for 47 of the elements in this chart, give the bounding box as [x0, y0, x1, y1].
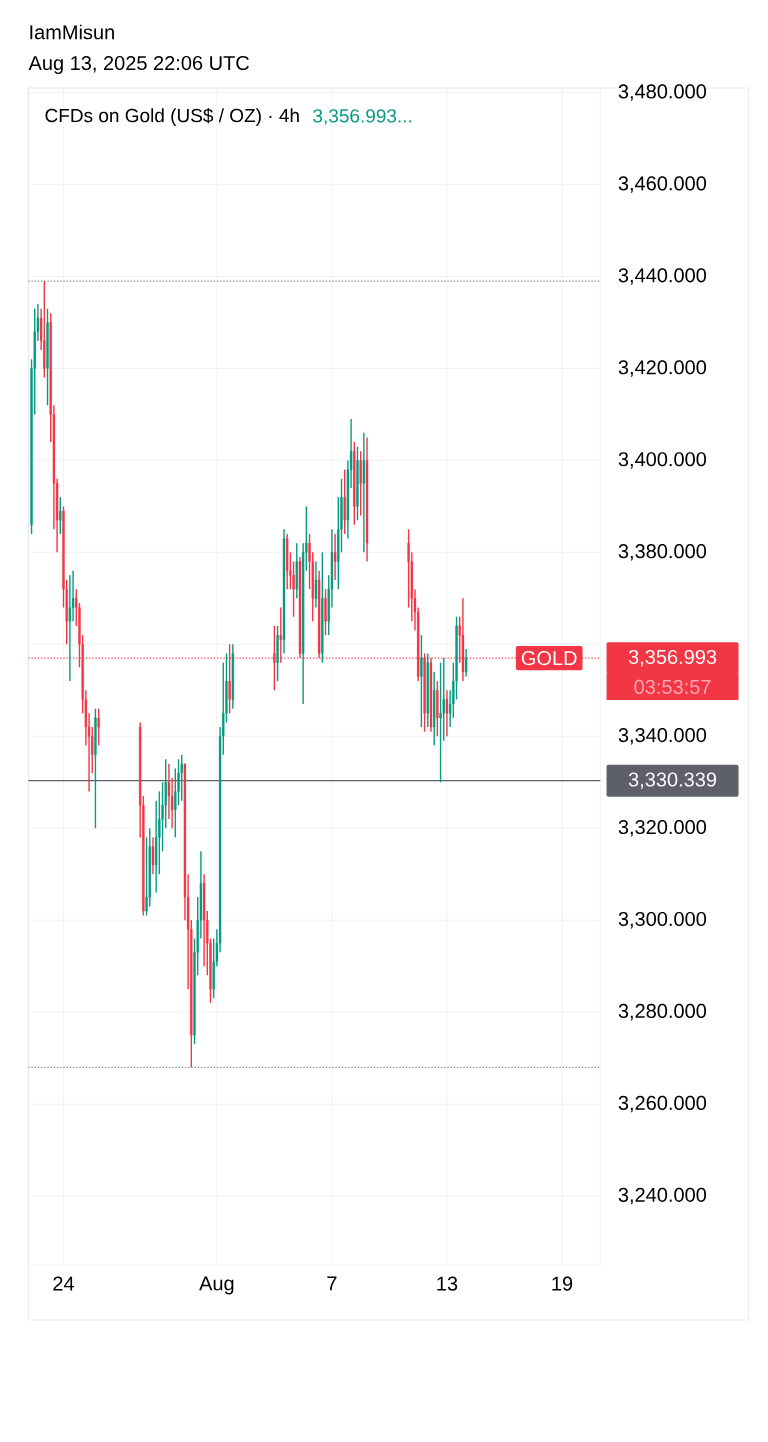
y-tick-label: 3,240.000 — [618, 1187, 706, 1205]
x-tick-label: 24 — [53, 1276, 74, 1291]
y-tick-label: 3,260.000 — [618, 1095, 706, 1113]
y-tick-label: 3,420.000 — [618, 360, 706, 377]
y-tick-label: 3,480.000 — [618, 84, 706, 101]
candlestick — [295, 542, 298, 600]
candlestick — [314, 560, 317, 609]
candlestick — [343, 468, 346, 535]
text: CFDs on Gold (US$ / OZ) · 4h — [45, 108, 299, 126]
annotation: GOLD — [521, 651, 577, 666]
candlestick — [445, 689, 448, 737]
candlestick — [464, 648, 468, 678]
candlestick — [228, 643, 231, 714]
candlestick — [279, 606, 282, 664]
candlestick — [58, 496, 62, 535]
y-tick-label: 3,460.000 — [618, 176, 706, 193]
candlestick — [333, 533, 337, 581]
x-tick-label: 7 — [327, 1276, 337, 1291]
candlestick — [180, 753, 183, 802]
text: 3,356.993... — [313, 109, 411, 125]
x-tick-label: 19 — [552, 1276, 573, 1291]
candlestick — [68, 574, 71, 682]
candlestick — [151, 836, 154, 875]
x-tick-label: Aug — [198, 1276, 234, 1295]
candlestick — [46, 307, 49, 406]
text: 03:53:57 — [634, 679, 711, 695]
y-tick-label: 3,320.000 — [618, 819, 706, 837]
candlestick — [276, 625, 279, 682]
text: IamMisun — [30, 24, 114, 40]
y-tick-label: 3,380.000 — [618, 544, 706, 561]
text: Aug 13, 2025 22:06 UTC — [28, 55, 249, 75]
candlestick — [359, 450, 362, 517]
candlestick — [362, 432, 365, 554]
ref-line-label: 3,330.339 — [628, 772, 716, 789]
y-tick-label: 3,440.000 — [618, 268, 706, 285]
candlestick — [97, 707, 100, 747]
ref-line-label: 3,356.993 — [628, 649, 716, 667]
y-tick-label: 3,400.000 — [618, 452, 706, 469]
y-tick-label: 3,280.000 — [618, 1003, 706, 1021]
candlestick — [420, 634, 423, 728]
candlestick — [439, 662, 442, 783]
candlestick — [423, 652, 426, 733]
x-tick-label: 13 — [437, 1276, 458, 1291]
y-tick-label: 3,340.000 — [618, 728, 706, 745]
candlestick — [324, 588, 327, 636]
y-tick-label: 3,300.000 — [618, 911, 706, 929]
candlestick — [426, 652, 429, 728]
